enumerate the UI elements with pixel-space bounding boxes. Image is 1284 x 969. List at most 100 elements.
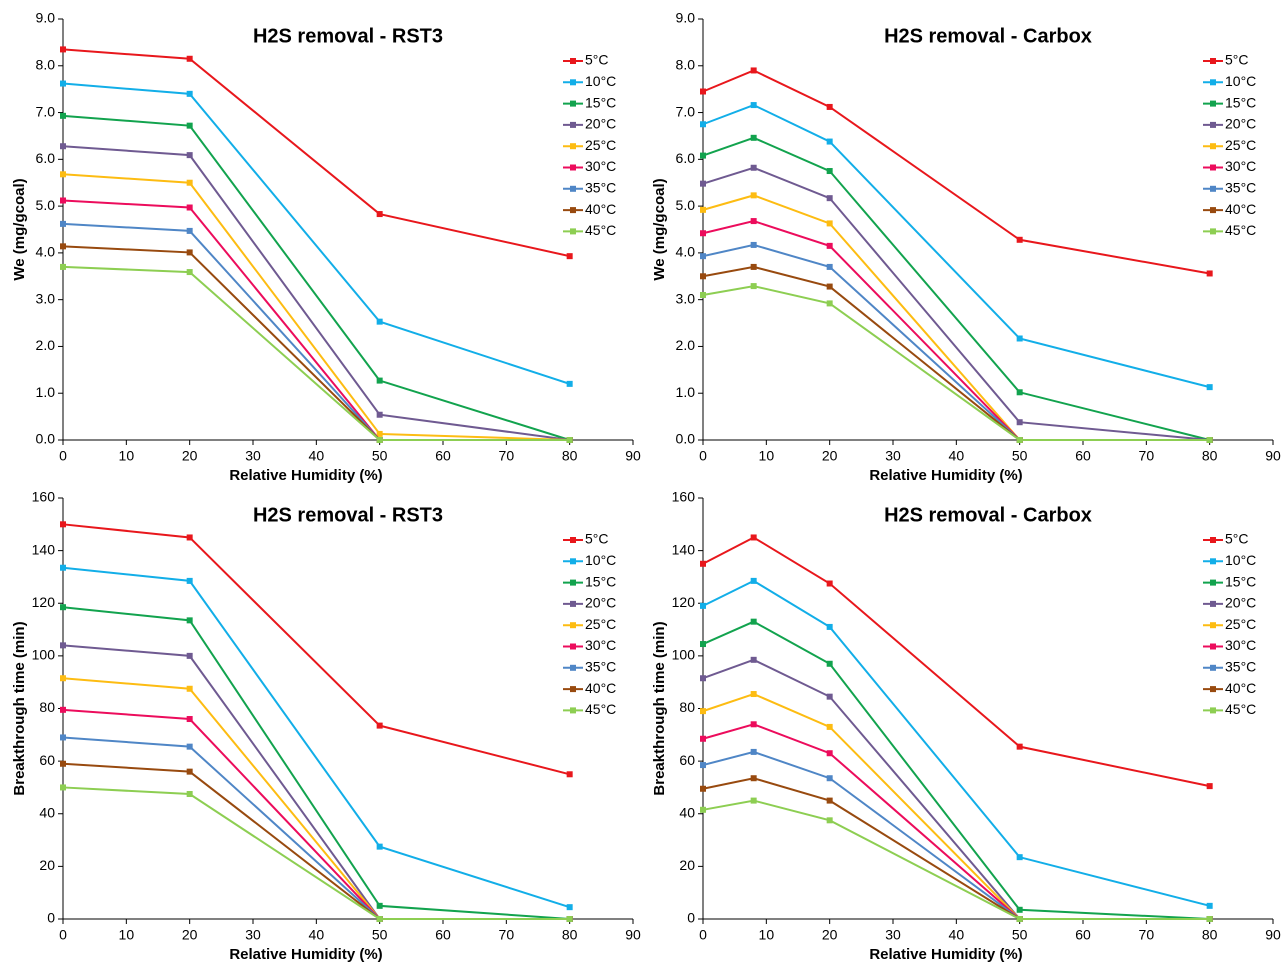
series-line xyxy=(62,114,570,441)
y-tick-label: 0 xyxy=(687,910,695,926)
legend-marker xyxy=(1210,537,1216,543)
legend-label: 20°C xyxy=(1225,595,1256,611)
x-tick-label: 80 xyxy=(562,448,578,464)
legend-label: 30°C xyxy=(1225,158,1256,174)
legend-label: 15°C xyxy=(585,573,616,589)
data-point xyxy=(750,218,757,225)
y-tick-label: 120 xyxy=(672,594,696,610)
legend-marker xyxy=(570,207,576,214)
legend-marker xyxy=(570,664,576,671)
legend-marker xyxy=(1210,228,1216,235)
data-point xyxy=(186,685,193,692)
y-tick-label: 0.0 xyxy=(36,431,56,447)
data-point xyxy=(750,263,757,270)
series-line xyxy=(702,723,1210,920)
legend-label: 15°C xyxy=(1225,94,1256,110)
data-point xyxy=(186,122,193,129)
data-point xyxy=(376,377,383,384)
legend-label: 25°C xyxy=(585,137,616,153)
legend-marker xyxy=(1210,558,1216,565)
data-point xyxy=(750,67,757,74)
data-point xyxy=(700,152,706,159)
x-tick-label: 90 xyxy=(1265,927,1281,943)
x-tick-label: 80 xyxy=(1202,448,1218,464)
x-axis-label: Relative Humidity (%) xyxy=(229,946,382,963)
legend-label: 45°C xyxy=(1225,222,1256,238)
data-point xyxy=(186,249,193,256)
x-tick-label: 30 xyxy=(885,448,901,464)
data-point xyxy=(186,743,193,750)
legend-marker xyxy=(570,537,576,543)
series-line xyxy=(702,750,1210,920)
data-point xyxy=(750,748,757,755)
legend-label: 25°C xyxy=(1225,137,1256,153)
legend-marker xyxy=(1210,121,1216,128)
chart-title: H2S removal - RST3 xyxy=(253,504,443,526)
data-point xyxy=(1016,236,1023,243)
data-point xyxy=(376,916,383,922)
x-tick-label: 60 xyxy=(1075,927,1091,943)
legend-marker xyxy=(570,121,576,128)
data-point xyxy=(826,775,833,782)
data-point xyxy=(60,734,66,741)
series-line xyxy=(702,285,1210,441)
data-point xyxy=(700,121,706,128)
legend-marker xyxy=(1210,164,1216,171)
series-line xyxy=(702,799,1210,920)
data-point xyxy=(186,768,193,775)
x-tick-label: 20 xyxy=(182,448,198,464)
data-point xyxy=(1016,854,1023,861)
legend-marker xyxy=(1210,600,1216,607)
legend-marker xyxy=(1210,643,1216,650)
x-tick-label: 60 xyxy=(1075,448,1091,464)
chart: 0.0 1.0 2.0 3.0 4.0 5.0 6.0 7.0 8.0 9.0 0 10 20 30 40 5… xyxy=(651,10,1281,484)
data-point xyxy=(60,784,66,791)
y-tick-label: 0.0 xyxy=(676,431,696,447)
data-point xyxy=(700,762,706,769)
data-point xyxy=(826,138,833,145)
y-tick-label: 80 xyxy=(679,699,695,715)
legend-label: 45°C xyxy=(1225,701,1256,717)
x-tick-label: 0 xyxy=(699,448,707,464)
data-point xyxy=(826,723,833,730)
x-tick-label: 70 xyxy=(499,448,515,464)
x-axis-label: Relative Humidity (%) xyxy=(229,467,382,484)
y-tick-label: 140 xyxy=(32,541,56,557)
legend-marker xyxy=(1210,579,1216,586)
y-tick-label: 6.0 xyxy=(36,150,56,166)
y-tick-label: 9.0 xyxy=(36,10,56,26)
data-point xyxy=(1206,902,1213,909)
data-point xyxy=(376,722,383,729)
data-point xyxy=(60,760,66,767)
legend-marker xyxy=(570,79,576,86)
legend-marker xyxy=(570,600,576,607)
y-tick-label: 80 xyxy=(39,699,55,715)
legend-marker xyxy=(570,143,576,150)
data-point xyxy=(186,652,193,659)
data-point xyxy=(376,437,383,443)
x-tick-label: 40 xyxy=(949,448,965,464)
series-line xyxy=(62,606,570,920)
legend-marker xyxy=(1210,185,1216,192)
legend-label: 35°C xyxy=(585,659,616,675)
legend-label: 5°C xyxy=(1225,531,1249,547)
y-tick-label: 100 xyxy=(672,647,696,663)
series-line xyxy=(62,736,570,920)
series-line xyxy=(62,222,570,441)
legend-label: 25°C xyxy=(585,616,616,632)
chart-title: H2S removal - Carbox xyxy=(884,504,1092,526)
x-tick-label: 30 xyxy=(245,448,261,464)
data-point xyxy=(700,735,706,742)
data-point xyxy=(750,134,757,141)
y-tick-label: 40 xyxy=(39,804,55,820)
y-tick-label: 5.0 xyxy=(676,197,696,213)
y-axis-label: We (mg/gcoal) xyxy=(11,178,28,280)
data-point xyxy=(700,641,706,648)
series-line xyxy=(62,265,570,441)
data-point xyxy=(700,806,706,813)
data-point xyxy=(1206,384,1213,391)
x-tick-label: 0 xyxy=(59,448,67,464)
legend-marker xyxy=(1210,686,1216,693)
x-tick-label: 90 xyxy=(625,448,641,464)
x-tick-label: 30 xyxy=(245,927,261,943)
